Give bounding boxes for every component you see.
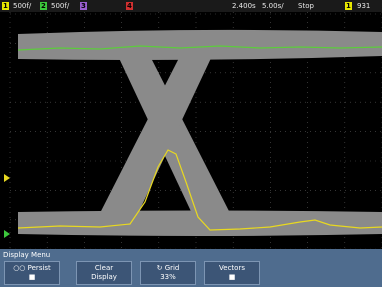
scope-screen: {"status_bar":{"channels":[{"number":"1"… <box>0 0 382 287</box>
channel-scale: 500f/ <box>13 0 31 12</box>
channel-number[interactable]: 4 <box>126 2 133 10</box>
menu-title: Display Menu <box>3 251 50 259</box>
run-state[interactable]: Stop <box>298 0 314 12</box>
status-bar: 1 500f/ 2 500f/ 3 4 2.400s 5.00s/ Stop 1… <box>0 0 382 12</box>
indicator: ■ <box>205 273 259 282</box>
softkey-label: ○○ Persist <box>5 264 59 273</box>
softkey-label: Vectors <box>205 264 259 273</box>
channel-number[interactable]: 3 <box>80 2 87 10</box>
softkey[interactable]: Vectors■ <box>204 261 260 285</box>
channel-number[interactable]: 1 <box>2 2 9 10</box>
softkey-label: ↻ Grid <box>141 264 195 273</box>
trigger-source: 1 <box>345 2 352 10</box>
channel-scale: 500f/ <box>51 0 69 12</box>
trigger-level: 931 <box>357 0 370 12</box>
ground-marker <box>4 230 10 238</box>
softkey[interactable]: ○○ Persist■ <box>4 261 60 285</box>
indicator: ■ <box>5 273 59 282</box>
label-text: Persist <box>28 264 51 272</box>
channel-number[interactable]: 2 <box>40 2 47 10</box>
eye-envelope <box>18 30 382 236</box>
softkey-sublabel: 33% <box>141 273 195 282</box>
label-text: Grid <box>165 264 180 272</box>
softkey-label: Clear <box>77 264 131 273</box>
time-scale: 5.00s/ <box>262 0 284 12</box>
softkey-sublabel: Display <box>77 273 131 282</box>
trigger-delay: 2.400s <box>232 0 256 12</box>
waveform-display <box>0 12 382 249</box>
channel-1-marker <box>4 174 10 182</box>
